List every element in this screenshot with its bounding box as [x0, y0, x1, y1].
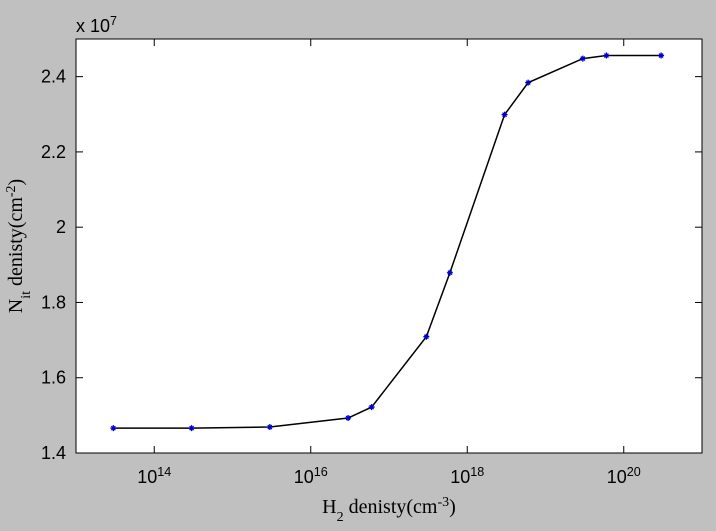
x-tick-base: 10 [450, 467, 470, 487]
x-tick-exponent: 20 [627, 465, 641, 479]
data-line [113, 54, 662, 429]
y-tick-label: 2 [56, 217, 66, 237]
x-tick-label: 1016 [294, 465, 328, 487]
x-axis-label: H2 denisty(cm-3) [322, 495, 456, 525]
y-tick-label: 1.4 [41, 443, 66, 463]
y-tick-label: 2.2 [41, 142, 66, 162]
x-tick-label: 1018 [450, 465, 484, 487]
x-tick-exponent: 18 [470, 465, 484, 479]
y-axis-label-part: N [5, 299, 27, 313]
y-tick-label: 1.8 [41, 292, 66, 312]
x-tick-label: 1014 [137, 465, 171, 487]
x-tick-exponent: 16 [314, 465, 328, 479]
y-axis-label-part: -2 [4, 185, 19, 197]
data-marker [345, 414, 352, 421]
x-axis-label-part: denisty(cm [344, 496, 438, 518]
data-marker [603, 52, 610, 59]
data-marker [423, 333, 430, 340]
data-marker [266, 424, 273, 431]
data-marker [525, 79, 532, 86]
y-axis-label-part: ) [5, 179, 27, 186]
y-axis-label: Nit denisty(cm-2) [4, 179, 34, 313]
data-marker [446, 269, 453, 276]
data-marker [188, 425, 195, 432]
y-tick-label: 2.4 [41, 67, 66, 87]
data-marker [368, 404, 375, 411]
x-tick-base: 10 [607, 467, 627, 487]
y-axis-label-part: it [19, 291, 34, 299]
x-tick-exponent: 14 [157, 465, 171, 479]
data-marker [579, 55, 586, 62]
data-marker [110, 425, 117, 432]
data-marker [658, 52, 665, 59]
y-multiplier-part: 7 [110, 14, 117, 28]
x-tick-label: 1020 [607, 465, 641, 487]
x-tick-base: 10 [294, 467, 314, 487]
y-multiplier-part: x 10 [76, 16, 110, 36]
x-axis-label-part: 2 [337, 510, 344, 525]
x-axis-label-part: H [322, 496, 336, 518]
y-multiplier: x 107 [76, 14, 117, 36]
data-marker [501, 111, 508, 118]
x-tick-base: 10 [137, 467, 157, 487]
y-axis-label-part: denisty(cm [5, 197, 27, 291]
x-axis-label-part: -3 [437, 495, 449, 510]
x-axis-label-part: ) [449, 496, 456, 518]
y-tick-label: 1.6 [41, 368, 66, 388]
plot-area [75, 38, 703, 454]
